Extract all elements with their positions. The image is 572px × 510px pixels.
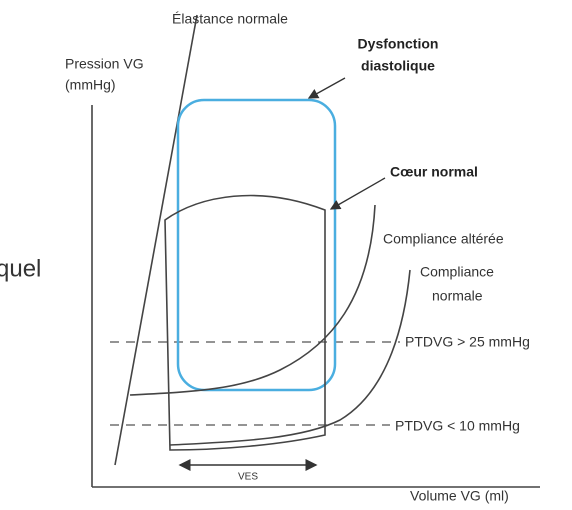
x-axis-label: Volume VG (ml) [410,488,509,504]
normal-arrow [329,177,386,210]
altered-compliance-curve [129,204,376,396]
ves-label: VES [238,472,258,483]
normal-compliance-label: Compliance [420,264,494,280]
cropped-text: quel [0,255,41,282]
dysfunction-label: diastolique [361,58,435,74]
dysfunction-loop [176,98,337,392]
dysfunction-arrow [307,77,346,99]
y-axis-label: Pression VG [65,56,144,72]
normal-heart-label: Cœur normal [390,164,478,180]
dysfunction-label: Dysfonction [358,36,439,52]
altered-compliance-label: Compliance altérée [383,231,504,247]
y-axis-unit: (mmHg) [65,77,116,93]
normal-loop [164,194,326,451]
ptdvg-low-label: PTDVG < 10 mmHg [395,418,520,434]
normal-compliance-label: normale [432,288,483,304]
elastance-label: Élastance normale [172,11,288,27]
ptdvg-high-label: PTDVG > 25 mmHg [405,334,530,350]
normal-compliance-curve [169,269,411,446]
elastance-line [114,14,198,466]
